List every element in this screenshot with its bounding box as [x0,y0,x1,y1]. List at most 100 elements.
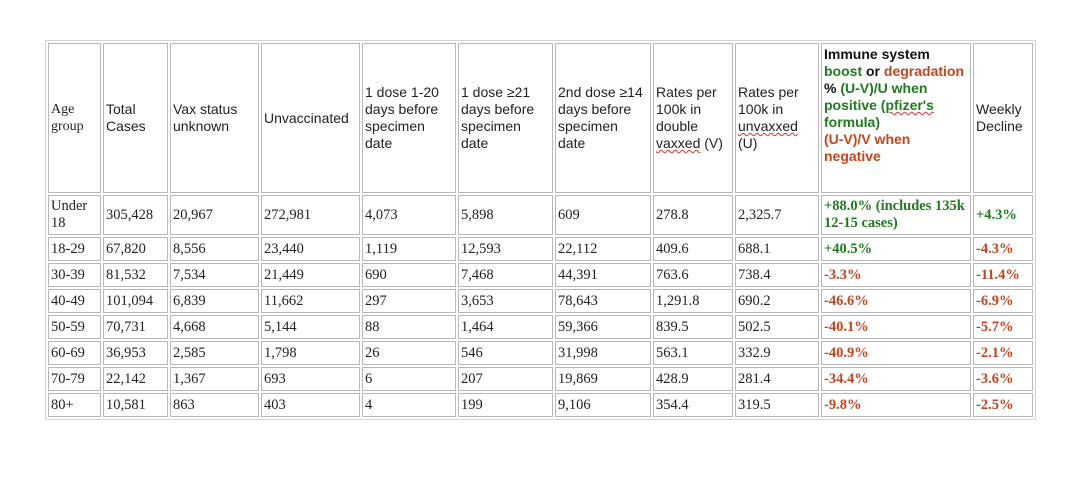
cell-immune: -46.6% [821,289,971,313]
cell-rv: 428.9 [653,367,733,391]
cell-d1b: 7,468 [458,263,553,287]
header-text: pfizer's [885,97,934,113]
cell-d1a: 690 [362,263,456,287]
cell-d1b: 546 [458,341,553,365]
cell-unvax: 693 [261,367,360,391]
cell-unvax: 11,662 [261,289,360,313]
cell-unvax: 403 [261,393,360,417]
header-total-cases: Total Cases [103,43,168,193]
cell-age: 50-59 [48,315,101,339]
header-text: Immune system [824,46,930,62]
table-row: 50-59 70,731 4,668 5,144 88 1,464 59,366 839.5 5… [48,315,1033,339]
cell-immune: +88.0% (includes 135k 12-15 cases) [821,195,971,235]
cell-age: 70-79 [48,367,101,391]
cell-unvax: 5,144 [261,315,360,339]
header-text: vaxxed [656,135,701,151]
cell-d2: 609 [555,195,651,235]
cell-age: 40-49 [48,289,101,313]
cell-weekly: -4.3% [973,237,1033,261]
cell-ru: 281.4 [735,367,819,391]
cell-ru: 690.2 [735,289,819,313]
cell-age: 18-29 [48,237,101,261]
cell-total: 101,094 [103,289,168,313]
header-vax-unknown: Vax status unknown [170,43,259,193]
cell-rv: 763.6 [653,263,733,287]
cell-total: 70,731 [103,315,168,339]
header-dose1-late: 1 dose ≥21 days before specimen date [458,43,553,193]
cell-ru: 319.5 [735,393,819,417]
cell-weekly: -11.4% [973,263,1033,287]
cell-d1a: 26 [362,341,456,365]
cell-immune: +40.5% [821,237,971,261]
cell-ru: 2,325.7 [735,195,819,235]
header-rate-vaxxed: Rates per 100k in double vaxxed (V) [653,43,733,193]
cell-unknown: 6,839 [170,289,259,313]
cell-ru: 502.5 [735,315,819,339]
cell-total: 10,581 [103,393,168,417]
cell-unknown: 863 [170,393,259,417]
cell-ru: 688.1 [735,237,819,261]
header-text: formula) [824,114,880,130]
cell-d1b: 199 [458,393,553,417]
cell-unknown: 4,668 [170,315,259,339]
cell-rv: 839.5 [653,315,733,339]
cell-age: 60-69 [48,341,101,365]
header-text: boost [824,63,863,79]
cell-unknown: 2,585 [170,341,259,365]
cell-age: 30-39 [48,263,101,287]
cell-rv: 354.4 [653,393,733,417]
header-text: % [824,80,841,96]
cell-d1a: 4 [362,393,456,417]
cell-weekly: -2.5% [973,393,1033,417]
cell-d1b: 12,593 [458,237,553,261]
cell-d2: 19,869 [555,367,651,391]
cell-d1b: 1,464 [458,315,553,339]
cell-unknown: 1,367 [170,367,259,391]
cell-d1a: 88 [362,315,456,339]
cell-d1a: 1,119 [362,237,456,261]
cell-immune: -34.4% [821,367,971,391]
cell-rv: 563.1 [653,341,733,365]
cell-unknown: 20,967 [170,195,259,235]
cell-d2: 78,643 [555,289,651,313]
table-row: 40-49 101,094 6,839 11,662 297 3,653 78,643 1,2… [48,289,1033,313]
table-row: 80+ 10,581 863 403 4 199 9,106 354.4 319.5 -9.8% -… [48,393,1033,417]
cell-age: Under 18 [48,195,101,235]
header-text: (U) [738,135,758,151]
table-row: 18-29 67,820 8,556 23,440 1,119 12,593 22,112 4… [48,237,1033,261]
cell-unknown: 8,556 [170,237,259,261]
header-rate-unvaxxed: Rates per 100k in unvaxxed (U) [735,43,819,193]
cell-d2: 9,106 [555,393,651,417]
header-age-group: Age group [48,43,101,193]
cell-unvax: 21,449 [261,263,360,287]
cell-ru: 738.4 [735,263,819,287]
header-dose2: 2nd dose ≥14 days before specimen date [555,43,651,193]
cell-d1b: 5,898 [458,195,553,235]
cell-d1a: 297 [362,289,456,313]
header-text: (V) [700,135,723,151]
cell-immune: -9.8% [821,393,971,417]
table-row: 70-79 22,142 1,367 693 6 207 19,869 428.9 281.4-… [48,367,1033,391]
cell-rv: 278.8 [653,195,733,235]
cell-unvax: 23,440 [261,237,360,261]
cell-total: 36,953 [103,341,168,365]
cell-immune: -40.1% [821,315,971,339]
cell-total: 81,532 [103,263,168,287]
cell-d1a: 4,073 [362,195,456,235]
cell-immune: -40.9% [821,341,971,365]
table-row: 60-69 36,953 2,585 1,798 26 546 31,998 563.1 332… [48,341,1033,365]
cell-d1a: 6 [362,367,456,391]
header-text: or [862,63,884,79]
cell-unknown: 7,534 [170,263,259,287]
header-row: Age group Total Cases Vax status unknown… [48,43,1033,193]
cell-immune: -3.3% [821,263,971,287]
cell-weekly: -2.1% [973,341,1033,365]
cell-d2: 44,391 [555,263,651,287]
cell-total: 22,142 [103,367,168,391]
vaccination-case-table: Age group Total Cases Vax status unknown… [45,40,1036,420]
header-text: unvaxxed [738,118,798,134]
header-text: degradation [883,63,965,79]
cell-age: 80+ [48,393,101,417]
cell-unvax: 272,981 [261,195,360,235]
cell-d1b: 207 [458,367,553,391]
